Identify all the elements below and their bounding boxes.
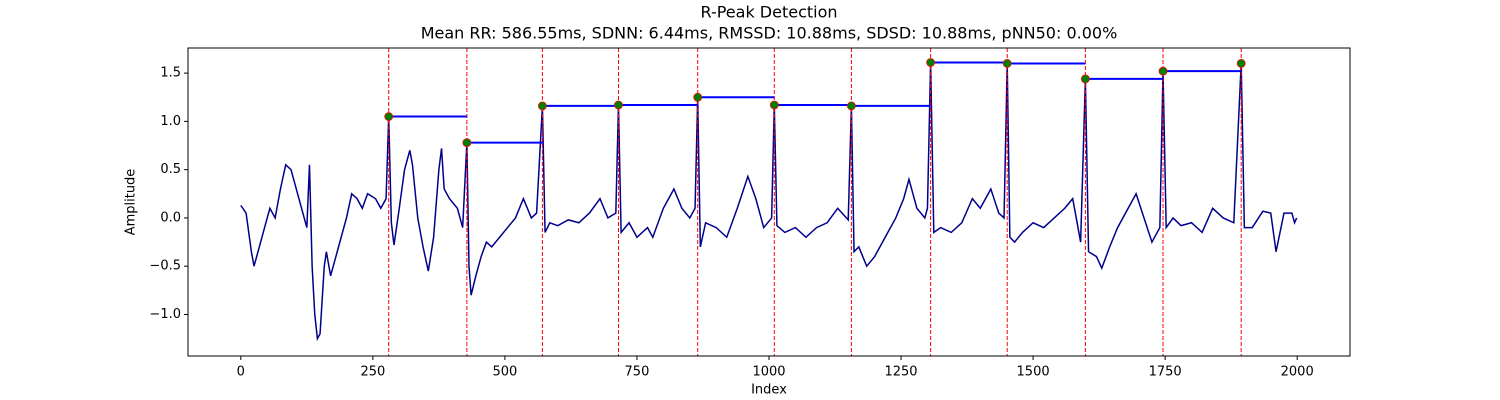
y-tick-label: −0.5 — [149, 259, 181, 274]
r-peak — [1236, 59, 1246, 68]
x-axis-label: Index — [751, 383, 787, 398]
y-axis-label: Amplitude — [124, 169, 139, 236]
x-tick-label: 0 — [237, 365, 245, 380]
y-tick-label: −1.0 — [149, 307, 181, 322]
r-peak — [1002, 59, 1012, 68]
r-peak — [846, 101, 856, 111]
r-peak — [769, 100, 779, 110]
x-tick-label: 250 — [360, 365, 385, 380]
chart-title: R-Peak Detection — [700, 3, 837, 22]
x-tick-label: 1250 — [884, 365, 917, 380]
y-tick-label: 1.5 — [160, 66, 181, 81]
x-tick-label: 1750 — [1149, 365, 1182, 380]
r-peak — [693, 92, 703, 102]
x-tick-label: 1000 — [752, 365, 785, 380]
signal-line — [240, 62, 1298, 342]
r-peak — [1080, 74, 1090, 84]
y-tick-label: 0.5 — [160, 162, 181, 177]
y-tick-label: 0.0 — [160, 210, 181, 225]
x-tick-label: 1500 — [1017, 365, 1050, 380]
r-peak — [384, 112, 394, 121]
r-peak — [614, 100, 623, 110]
plot-area — [240, 48, 1298, 356]
r-peak — [1158, 66, 1168, 76]
x-tick-label: 750 — [625, 365, 650, 380]
y-tick-label: 1.0 — [160, 114, 181, 129]
axes-frame — [187, 47, 1351, 357]
chart-subtitle: Mean RR: 586.55ms, SDNN: 6.44ms, RMSSD: … — [421, 24, 1118, 43]
r-peak — [926, 58, 936, 67]
r-peak — [462, 138, 472, 148]
x-tick-label: 2000 — [1281, 365, 1314, 380]
x-tick-label: 500 — [492, 365, 517, 380]
r-peak — [538, 101, 547, 111]
